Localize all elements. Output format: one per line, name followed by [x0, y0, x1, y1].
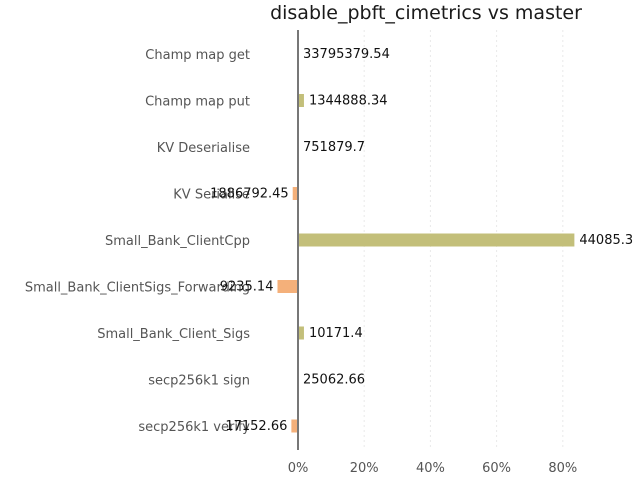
- category-label: KV Serialise: [173, 188, 250, 203]
- value-label: 9235.14: [220, 280, 274, 295]
- value-labels: 33795379.54 1344888.34 751879.7 1886792.45 4…: [210, 47, 633, 434]
- bars: [277, 94, 575, 433]
- value-label: 33795379.54: [303, 47, 390, 62]
- bar: [277, 280, 298, 293]
- value-label: 17152.66: [225, 419, 287, 434]
- category-label: Small_Bank_ClientCpp: [105, 234, 250, 249]
- x-tick-label: 40%: [416, 461, 445, 476]
- bar: [291, 419, 298, 433]
- category-label: Small_Bank_Client_Sigs: [97, 327, 250, 342]
- category-label: Champ map put: [145, 95, 250, 110]
- value-label: 1344888.34: [309, 94, 388, 109]
- value-label: 25062.66: [303, 373, 365, 388]
- bar: [298, 326, 304, 340]
- category-label: KV Deserialise: [157, 141, 250, 156]
- bar: [292, 187, 298, 200]
- chart-title: disable_pbft_cimetrics vs master: [270, 2, 582, 24]
- value-label: 10171.4: [309, 326, 363, 341]
- value-label: 44085.3: [579, 233, 633, 248]
- category-label: secp256k1 verify: [138, 420, 250, 435]
- x-tick-label: 80%: [548, 461, 577, 476]
- x-tick-label: 0%: [288, 461, 309, 476]
- value-label: 1886792.45: [210, 187, 289, 202]
- x-tick-labels: 0% 20% 40% 60% 80%: [288, 461, 578, 476]
- category-label: Champ map get: [145, 48, 250, 63]
- category-label: Small_Bank_ClientSigs_Forwarding: [25, 281, 250, 296]
- x-tick-label: 20%: [350, 461, 379, 476]
- value-label: 751879.7: [303, 140, 365, 155]
- category-label: secp256k1 sign: [148, 374, 250, 389]
- bar: [298, 94, 304, 107]
- x-tick-label: 60%: [482, 461, 511, 476]
- category-labels: Champ map get Champ map put KV Deserialise…: [25, 48, 250, 435]
- bar: [298, 233, 575, 247]
